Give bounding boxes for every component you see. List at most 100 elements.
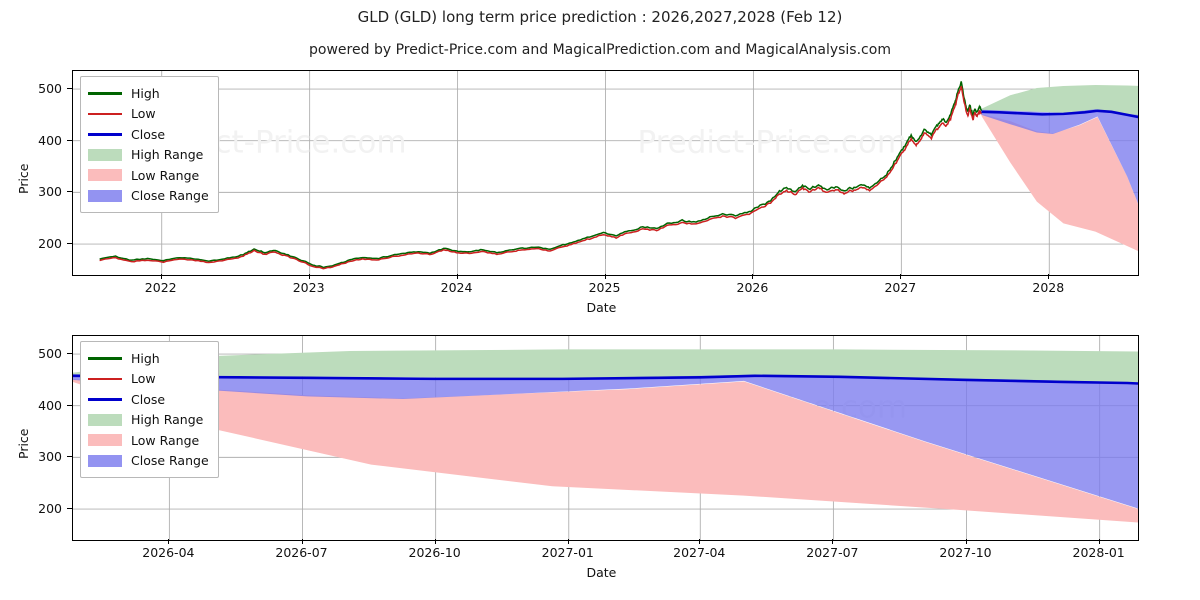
legend-item-close[interactable]: Close [88,389,209,410]
y-tick-label: 200 [38,501,62,516]
x-tick-mark [160,274,162,279]
chart-legend: High Low Close High Range Low Range Close Ran… [80,76,219,213]
chart-legend: High Low Close High Range Low Range Close Ran… [80,341,219,478]
legend-item-label: Close [131,126,166,142]
y-tick-mark [67,88,72,90]
legend-item-high[interactable]: High [88,83,209,104]
overview-x-axis-label: Date [586,300,617,315]
svg-text:Predict-Price.com: Predict-Price.com [637,125,907,161]
x-tick-label: 2028-01 [1072,545,1125,560]
range-bands [73,349,1138,523]
y-tick-mark [67,353,72,355]
y-tick-label: 400 [38,397,62,413]
x-tick-mark [168,539,170,544]
legend-item-low[interactable]: Low [88,104,209,125]
legend-item-label: Low [131,106,156,122]
y-tick-label: 300 [38,184,62,200]
y-tick-label: 400 [38,132,62,148]
legend-item-high[interactable]: High [88,348,209,369]
legend-swatch-line-icon [88,372,122,385]
x-tick-mark [301,539,303,544]
legend-item-high-range[interactable]: High Range [88,145,209,166]
x-tick-mark [604,274,606,279]
x-tick-label: 2027 [884,280,917,295]
low-line [99,86,982,270]
x-tick-mark [456,274,458,279]
legend-swatch-patch-icon [88,434,122,447]
x-tick-mark [752,274,754,279]
x-tick-mark [900,274,902,279]
y-tick-label: 200 [38,236,62,251]
x-tick-mark [832,539,834,544]
y-tick-label: 300 [38,449,62,465]
legend-swatch-line-icon [88,393,122,406]
high-range-band [981,84,1138,116]
legend-item-close-range[interactable]: Close Range [88,186,209,207]
page-title: GLD (GLD) long term price prediction : 2… [357,8,843,26]
legend-swatch-patch-icon [88,169,122,182]
x-tick-mark [567,539,569,544]
y-tick-mark [67,404,72,406]
low-range-band [981,113,1138,252]
legend-item-low-range[interactable]: Low Range [88,430,209,451]
legend-swatch-line-icon [88,128,122,141]
x-tick-label: 2022 [144,280,177,295]
x-tick-label: 2026 [736,280,769,295]
overview-chart-svg: Predict-Price.com Predict-Price.com [73,71,1138,275]
legend-swatch-line-icon [88,87,122,100]
x-tick-mark [1048,274,1050,279]
x-tick-mark [699,539,701,544]
legend-item-label: High Range [131,147,204,163]
x-tick-mark [434,539,436,544]
legend-item-label: Low [131,371,156,387]
y-tick-mark [67,243,72,244]
y-tick-mark [67,191,72,193]
x-tick-mark [1098,539,1100,544]
legend-swatch-line-icon [88,107,122,120]
legend-item-label: High Range [131,412,204,428]
page-subtitle: powered by Predict-Price.com and Magical… [309,42,891,58]
close-line [73,374,1138,385]
close-range-band [73,374,1138,509]
legend-item-close[interactable]: Close [88,124,209,145]
close-range-band [981,109,1138,204]
legend-swatch-patch-icon [88,148,122,161]
legend-item-label: High [131,85,160,101]
x-tick-label: 2027-07 [806,545,859,560]
high-line [99,81,983,269]
grid-lines [73,71,1138,275]
legend-item-close-range[interactable]: Close Range [88,451,209,472]
legend-swatch-patch-icon [88,454,122,467]
y-tick-mark [67,139,72,141]
x-tick-label: 2027-10 [939,545,992,560]
legend-swatch-patch-icon [88,189,122,202]
high-range-band [73,349,1138,383]
x-tick-label: 2026-07 [275,545,328,560]
close-line [981,109,1138,119]
x-tick-mark [965,539,967,544]
legend-item-label: Low Range [131,167,200,183]
legend-item-low-range[interactable]: Low Range [88,165,209,186]
legend-item-label: Close Range [131,453,209,469]
x-tick-label: 2025 [588,280,621,295]
legend-item-high-range[interactable]: High Range [88,410,209,431]
overview-plot-area: Predict-Price.com Predict-Price.com [72,70,1139,276]
y-tick-label: 500 [38,81,62,97]
history-lines [99,81,983,270]
y-tick-mark [67,456,72,458]
legend-item-low[interactable]: Low [88,369,209,390]
low-range-band [73,378,1138,523]
legend-swatch-line-icon [88,352,122,365]
legend-item-label: Close Range [131,188,209,204]
y-tick-label: 500 [38,346,62,362]
range-bands [981,84,1138,252]
y-tick-mark [67,508,72,509]
legend-item-label: Close [131,391,166,407]
x-tick-label: 2027-01 [541,545,594,560]
forecast-detail-x-axis-label: Date [586,565,617,580]
x-tick-label: 2026-10 [408,545,461,560]
